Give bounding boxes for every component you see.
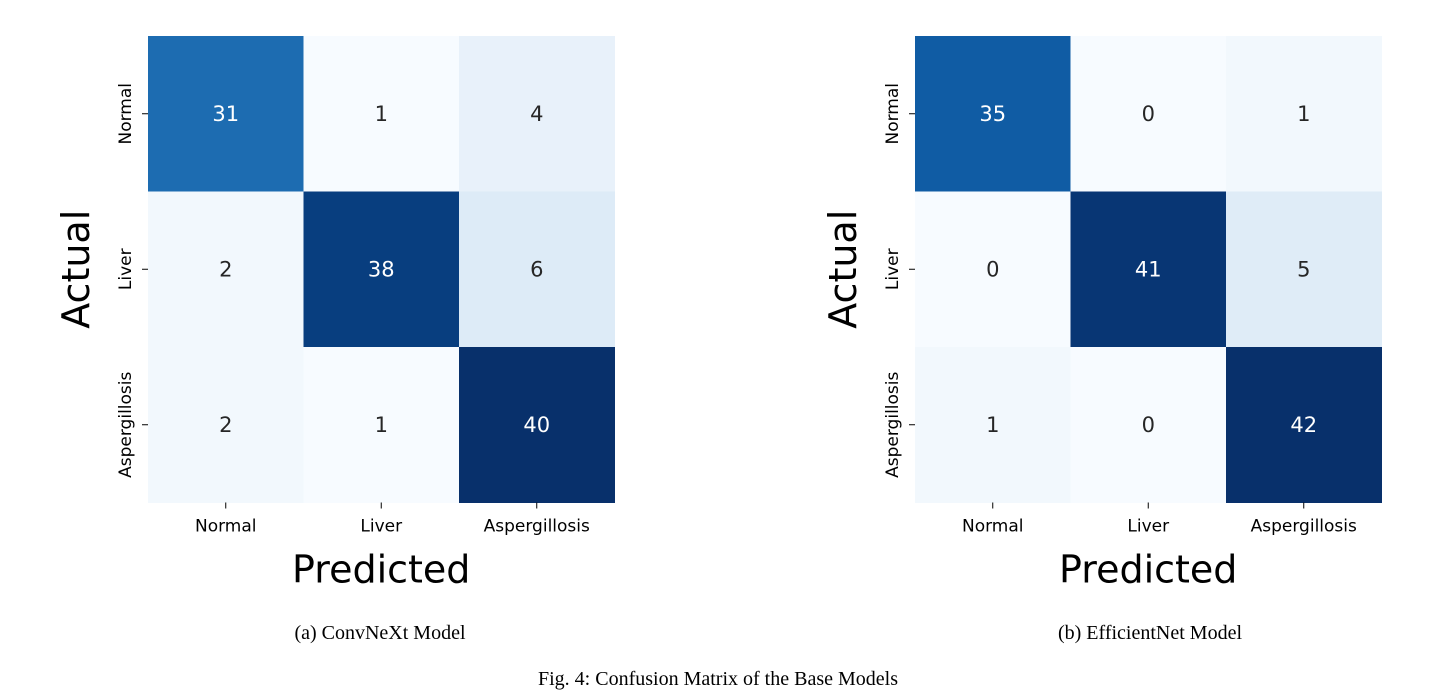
heatmap-cell-1-1-0	[915, 191, 1071, 348]
cell-value-0-0-2: 4	[530, 102, 543, 126]
y-tick-label-0-2: Aspergillosis	[116, 371, 136, 477]
cell-value-1-2-2: 42	[1290, 413, 1317, 437]
heatmap-cell-1-0-2	[1226, 36, 1382, 192]
cell-value-1-2-1: 0	[1142, 413, 1155, 437]
heatmap-cell-1-2-0	[915, 347, 1071, 503]
y-tick-label-1-2: Aspergillosis	[883, 371, 903, 477]
cell-value-0-0-0: 31	[212, 102, 239, 126]
cell-value-0-0-1: 1	[375, 102, 388, 126]
heatmap-cell-1-0-1	[1070, 36, 1227, 192]
heatmap-cell-1-2-2	[1226, 347, 1382, 503]
heatmap-cell-0-0-2	[459, 36, 615, 192]
heatmap-cell-0-2-0	[148, 347, 304, 503]
x-tick-label-0-2: Aspergillosis	[484, 517, 590, 537]
y-axis-title-1: Actual	[821, 210, 865, 329]
x-tick-label-1-0: Normal	[962, 517, 1024, 537]
cell-value-0-1-0: 2	[219, 257, 232, 281]
cell-value-1-0-1: 0	[1142, 102, 1155, 126]
heatmap-cell-1-0-0	[915, 36, 1071, 192]
cell-value-0-1-1: 38	[368, 257, 395, 281]
panel-b-caption: (b) EfficientNet Model	[1057, 622, 1242, 644]
y-tick-label-1-1: Liver	[883, 248, 903, 290]
x-tick-label-1-1: Liver	[1127, 517, 1169, 537]
cell-value-0-2-0: 2	[219, 413, 232, 437]
cell-value-1-2-0: 1	[986, 413, 999, 437]
x-tick-label-0-1: Liver	[360, 517, 402, 537]
cell-value-1-1-1: 41	[1135, 257, 1162, 281]
x-axis-title-0: Predicted	[292, 548, 470, 592]
cell-value-1-0-0: 35	[979, 102, 1006, 126]
heatmap-cell-0-2-2	[459, 347, 615, 503]
heatmap-cell-0-0-0	[148, 36, 304, 192]
cell-value-1-1-0: 0	[986, 257, 999, 281]
heatmap-cell-1-1-1	[1070, 191, 1227, 348]
cell-value-0-2-2: 40	[523, 413, 550, 437]
y-axis-title-0: Actual	[54, 210, 98, 329]
x-tick-label-1-2: Aspergillosis	[1251, 517, 1357, 537]
heatmap-cell-0-1-0	[148, 191, 304, 348]
heatmap-cell-0-2-1	[303, 347, 460, 503]
panel-a-caption: (a) ConvNeXt Model	[294, 622, 466, 644]
heatmap-cell-1-2-1	[1070, 347, 1227, 503]
x-axis-title-1: Predicted	[1059, 548, 1237, 592]
cell-value-0-1-2: 6	[530, 257, 543, 281]
heatmap-cell-0-1-2	[459, 191, 615, 348]
cell-value-1-1-2: 5	[1297, 257, 1310, 281]
heatmap-cell-0-0-1	[303, 36, 460, 192]
heatmap-cell-1-1-2	[1226, 191, 1382, 348]
cell-value-1-0-2: 1	[1297, 102, 1310, 126]
cell-value-0-2-1: 1	[375, 413, 388, 437]
y-tick-label-0-0: Normal	[116, 83, 136, 145]
y-tick-label-1-0: Normal	[883, 83, 903, 145]
heatmap-cell-0-1-1	[303, 191, 460, 348]
x-tick-label-0-0: Normal	[195, 517, 257, 537]
y-tick-label-0-1: Liver	[116, 248, 136, 290]
